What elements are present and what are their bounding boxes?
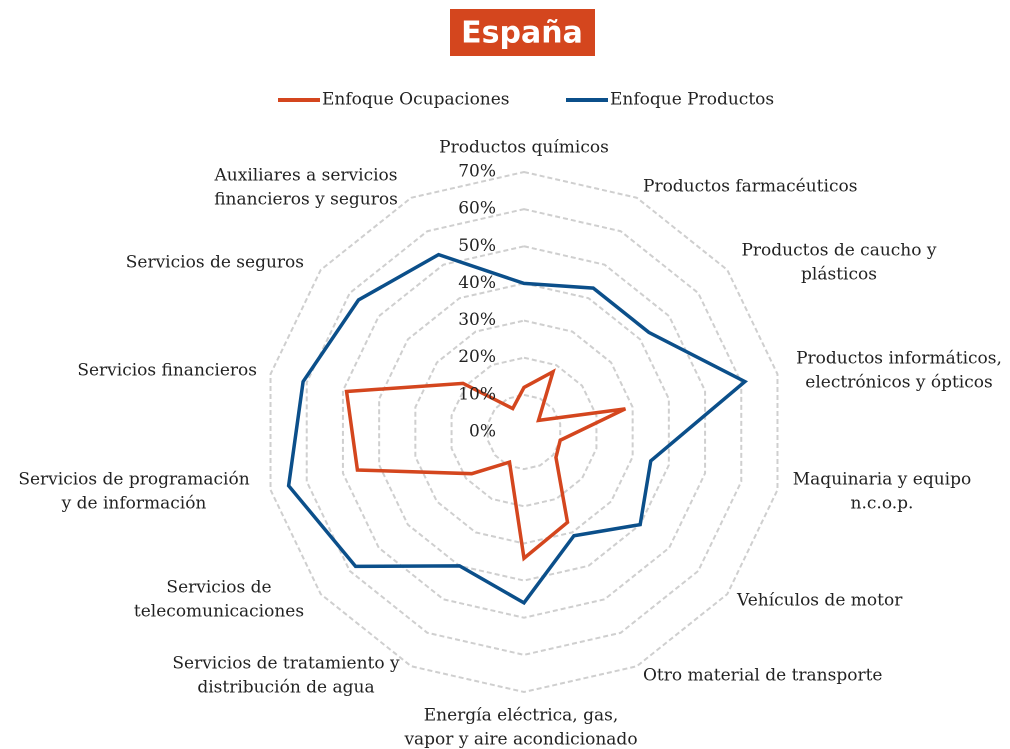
chart-title: España (461, 16, 583, 51)
category-label: distribución de agua (197, 678, 374, 698)
y-tick-label: 50% (458, 236, 496, 256)
y-tick-label: 60% (458, 199, 496, 219)
category-label: y de información (61, 494, 207, 514)
category-label: plásticos (801, 265, 877, 285)
category-label: telecomunicaciones (134, 602, 304, 622)
series-line (344, 368, 627, 562)
category-label: Maquinaria y equipo (793, 470, 971, 490)
grid-ring (486, 393, 562, 471)
legend-label: Enfoque Ocupaciones (322, 90, 510, 110)
y-tick-label: 40% (458, 273, 496, 293)
category-label: Productos de caucho y (741, 241, 936, 261)
category-label: Servicios de programación (18, 470, 249, 490)
grid-ring (305, 208, 743, 656)
category-label: Auxiliares a servicios (214, 166, 398, 186)
y-tick-label: 10% (458, 384, 496, 404)
category-label: vapor y aire acondicionado (403, 730, 637, 749)
category-label: Servicios de (166, 578, 271, 598)
category-label: Vehículos de motor (736, 591, 903, 611)
y-tick-label: 30% (458, 310, 496, 330)
category-label: Productos informáticos, (796, 349, 1002, 369)
grid-ring (269, 170, 779, 694)
grid-ring (378, 282, 670, 582)
category-label: n.c.o.p. (851, 494, 914, 514)
grid-ring (450, 356, 598, 508)
category-label: Otro material de transporte (643, 666, 882, 686)
y-tick-label: 70% (458, 162, 496, 182)
category-label: financieros y seguros (214, 190, 398, 210)
category-label: Servicios de tratamiento y (172, 654, 400, 674)
category-label: Servicios de seguros (126, 253, 304, 273)
category-label: Energía eléctrica, gas, (424, 706, 619, 726)
title-box (450, 9, 595, 56)
category-label: Servicios financieros (77, 361, 257, 381)
y-tick-label: 20% (458, 347, 496, 367)
grid-ring (341, 245, 707, 619)
category-label: electrónicos y ópticos (805, 373, 992, 393)
series-line (286, 252, 749, 606)
grid-ring (414, 319, 634, 545)
y-tick-label: 0% (469, 422, 496, 442)
legend-label: Enfoque Productos (610, 90, 774, 110)
category-label: Productos farmacéuticos (643, 177, 857, 197)
category-label: Productos químicos (439, 138, 609, 158)
